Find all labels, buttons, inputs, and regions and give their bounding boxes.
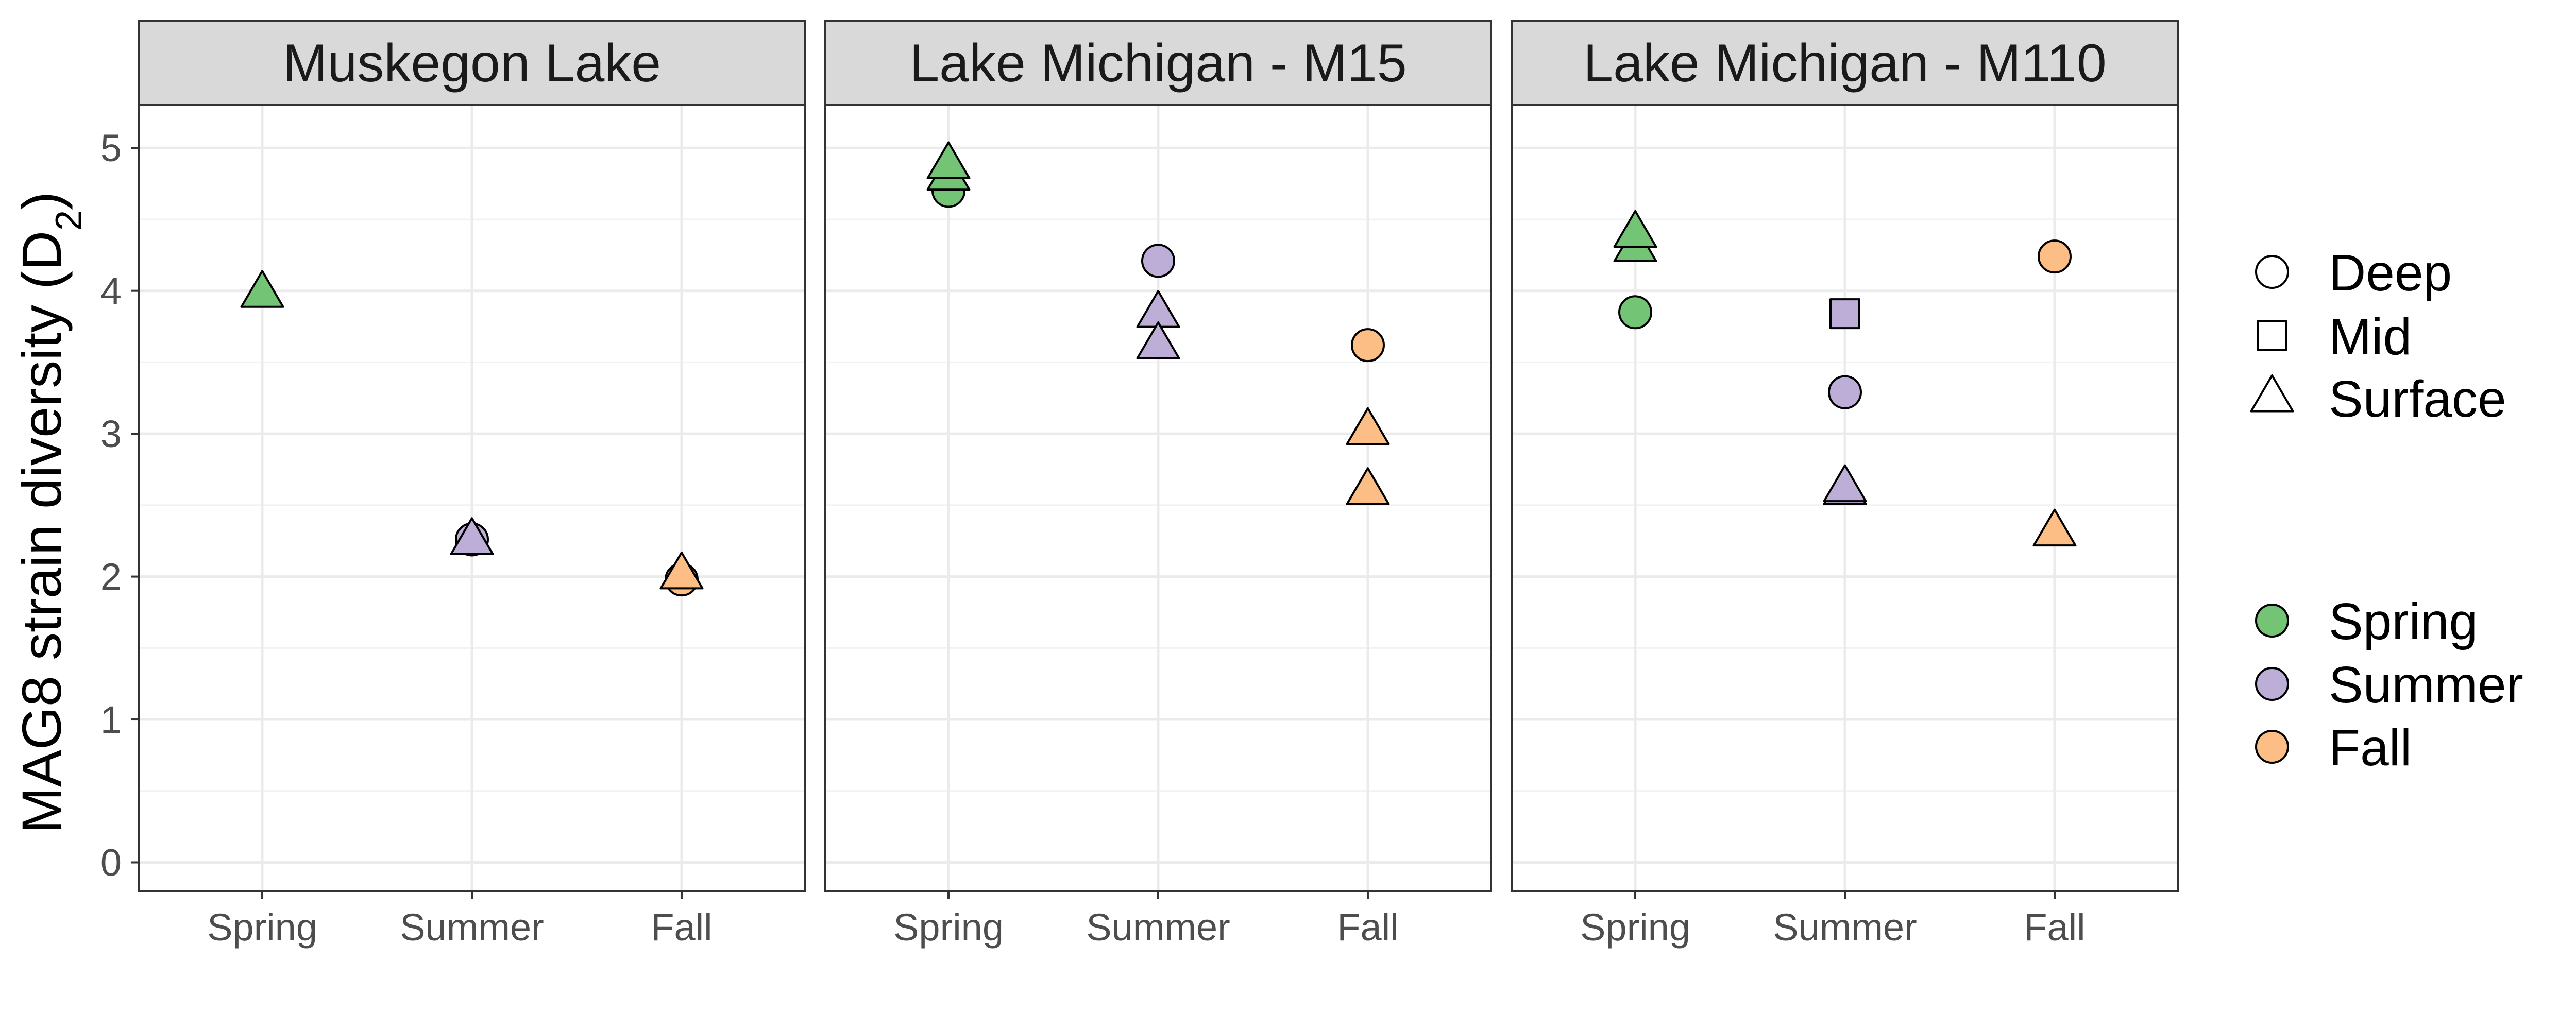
legend-key-circle (2255, 255, 2289, 289)
data-point (1618, 295, 1653, 330)
data-point (450, 517, 494, 555)
data-point (1346, 407, 1390, 445)
y-tick-label: 5 (100, 127, 122, 169)
legend-key-triangle (2250, 374, 2294, 413)
x-tick-label: Spring (1580, 906, 1690, 949)
legend-key-square (2257, 320, 2287, 351)
facet-panel: Muskegon Lake Spring Summer Fall (138, 20, 806, 949)
x-tick-label: Spring (893, 906, 1004, 949)
x-tick-label: Fall (2024, 906, 2085, 949)
data-point (1141, 244, 1175, 278)
legend-key-color (2255, 730, 2289, 764)
data-point (240, 270, 284, 308)
y-tick-label: 4 (100, 270, 122, 313)
facet-strip (824, 20, 1492, 106)
data-point (2037, 239, 2072, 274)
data-point (1346, 467, 1390, 505)
data-point (1828, 375, 1862, 409)
y-tick-label: 1 (100, 698, 122, 741)
x-tick-label: Spring (207, 906, 317, 949)
data-point (1823, 464, 1867, 503)
data-point (1829, 298, 1860, 330)
x-tick-label: Fall (651, 906, 712, 949)
x-tick-label: Fall (1337, 906, 1398, 949)
facet-strip (1511, 20, 2179, 106)
facet-panel: Lake Michigan - M110 Spring Summer Fall (1511, 20, 2179, 949)
legend-label: Fall (2329, 719, 2412, 777)
y-tick-label: 3 (100, 413, 122, 455)
legend-label: Mid (2329, 308, 2412, 366)
data-point (659, 551, 704, 590)
legend-label: Summer (2329, 656, 2523, 714)
x-tick-label: Summer (1773, 906, 1917, 949)
legend-label: Surface (2329, 370, 2506, 428)
legend-key-color (2255, 604, 2289, 638)
legend-label: Deep (2329, 244, 2452, 302)
y-tick-label: 0 (100, 842, 122, 884)
data-point (1613, 210, 1657, 248)
facet-title: Muskegon Lake (283, 33, 661, 93)
legend-label: Spring (2329, 593, 2478, 650)
data-point (1136, 321, 1180, 359)
facet-panel: Lake Michigan - M15 Spring Summer Fall (824, 20, 1492, 949)
legend-key-color (2255, 667, 2289, 701)
x-tick-label: Summer (400, 906, 544, 949)
facet-title: Lake Michigan - M110 (1583, 33, 2106, 93)
y-axis-label: MAG8 strain diversity (D2) (10, 192, 90, 833)
y-axis: 0 1 2 3 4 5 (100, 127, 139, 884)
facet-strip (138, 20, 806, 106)
data-point (926, 141, 971, 180)
data-point (2032, 508, 2077, 547)
data-point (1350, 328, 1385, 363)
x-tick-label: Summer (1086, 906, 1230, 949)
facet-title: Lake Michigan - M15 (909, 33, 1406, 93)
y-tick-label: 2 (100, 556, 122, 598)
